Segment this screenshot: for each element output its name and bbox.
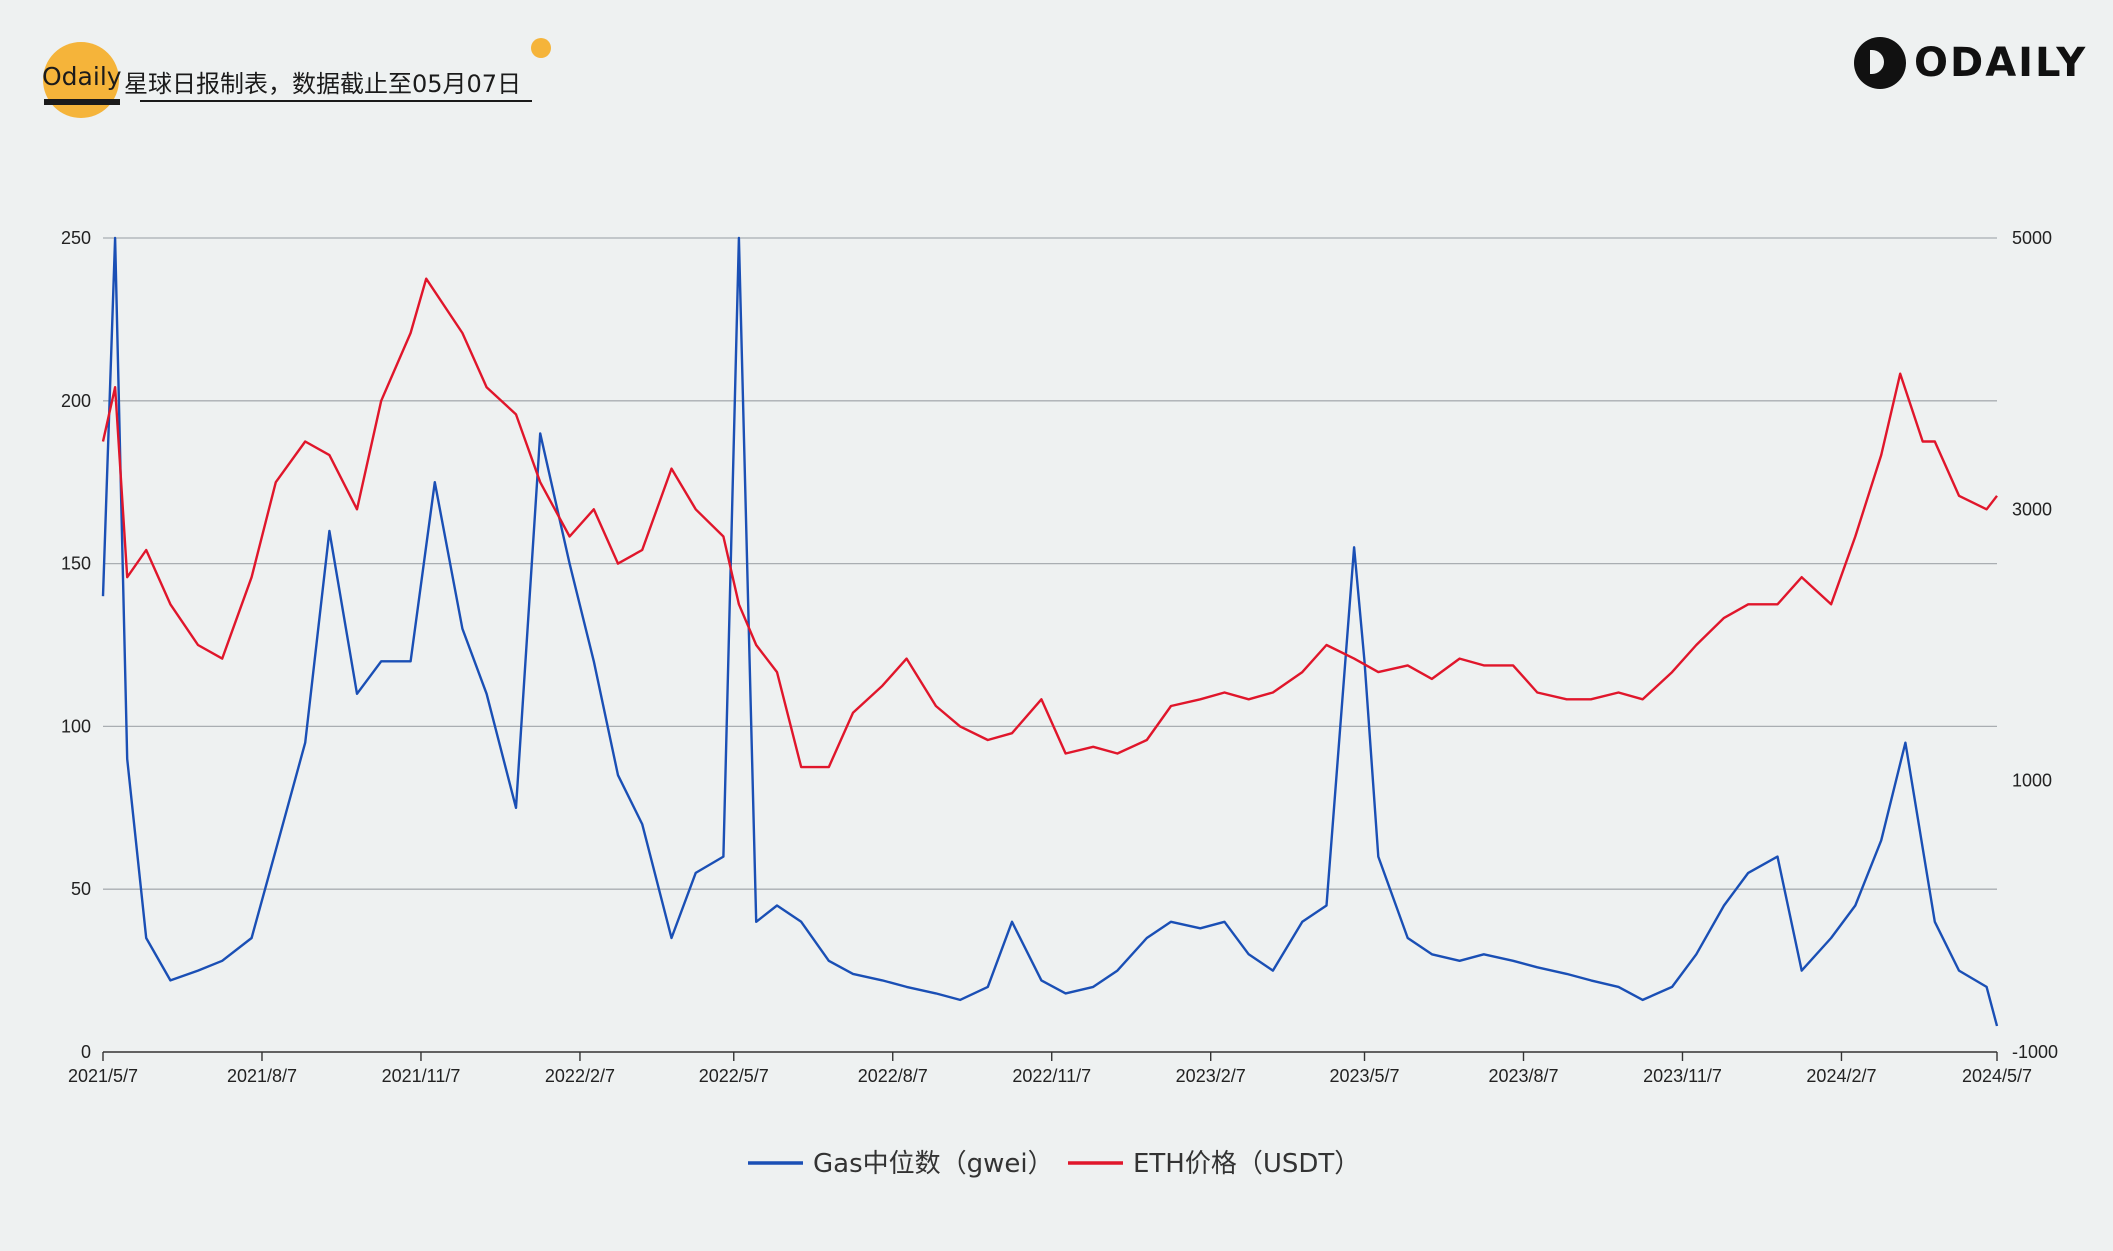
eth-price-line — [101, 277, 1998, 769]
y-right-tick-label: 5000 — [2012, 228, 2052, 248]
y-left-tick-label: 0 — [81, 1042, 91, 1062]
x-tick-label: 2023/5/7 — [1329, 1066, 1399, 1086]
x-tick-label: 2021/11/7 — [382, 1066, 461, 1086]
odaily-logo-icon — [1854, 37, 1906, 89]
y-left-tick-label: 250 — [61, 228, 91, 248]
odaily-logo-text: ODAILY — [1914, 40, 2088, 86]
brand-underline — [44, 99, 120, 105]
x-tick-label: 2021/5/7 — [68, 1066, 138, 1086]
x-tick-label: 2023/11/7 — [1643, 1066, 1722, 1086]
chart-subtitle: 星球日报制表，数据截止至05月07日 — [124, 70, 522, 98]
y-left-tick-label: 100 — [61, 716, 91, 736]
grid-lines — [103, 237, 1997, 890]
y-left-tick-label: 50 — [71, 879, 91, 899]
series — [101, 236, 1999, 1027]
x-tick-label: 2021/8/7 — [227, 1066, 297, 1086]
brand-circle-decoration — [43, 42, 119, 118]
x-tick-label: 2024/5/7 — [1962, 1066, 2032, 1086]
x-tick-label: 2024/2/7 — [1806, 1066, 1876, 1086]
x-tick-label: 2023/2/7 — [1176, 1066, 1246, 1086]
axes: 0 50 100 150 200 250 -1000 1000 3000 5000 2021/5/7… — [61, 228, 2058, 1086]
y-left-tick-label: 150 — [61, 554, 91, 574]
brand-name: Odaily — [42, 62, 122, 91]
y-right-tick-label: -1000 — [2012, 1042, 2058, 1062]
x-tick-label: 2022/2/7 — [545, 1066, 615, 1086]
gas-median-line — [101, 236, 1999, 1027]
x-tick-label: 2022/5/7 — [699, 1066, 769, 1086]
header: Odaily 星球日报制表，数据截止至05月07日 ODAILY — [0, 0, 2113, 130]
subtitle-rule — [140, 100, 532, 102]
brand-dot-decoration — [531, 38, 551, 58]
x-tick-label: 2023/8/7 — [1488, 1066, 1558, 1086]
legend: Gas中位数（gwei） ETH价格（USDT） — [748, 1149, 1360, 1179]
x-tick-label: 2022/11/7 — [1012, 1066, 1091, 1086]
y-left-tick-label: 200 — [61, 391, 91, 411]
legend-label: ETH价格（USDT） — [1133, 1149, 1360, 1179]
y-right-tick-label: 3000 — [2012, 499, 2052, 519]
x-tick-label: 2022/8/7 — [858, 1066, 928, 1086]
y-right-tick-label: 1000 — [2012, 771, 2052, 791]
legend-label: Gas中位数（gwei） — [813, 1149, 1054, 1179]
